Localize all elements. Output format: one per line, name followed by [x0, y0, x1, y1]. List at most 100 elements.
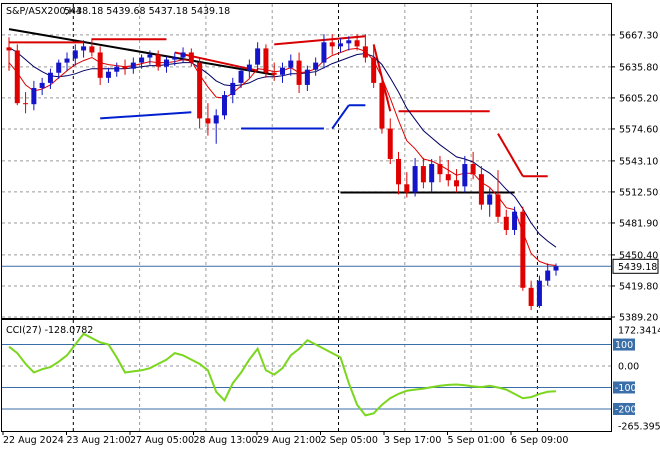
candle-body: [387, 128, 393, 159]
candle-body: [454, 180, 460, 187]
candle-body: [255, 48, 261, 65]
price-tick-label: 5481.90: [619, 218, 658, 229]
candle-body: [263, 48, 269, 73]
candle-body: [6, 47, 12, 51]
candle-body: [180, 52, 186, 58]
candle-body: [313, 62, 319, 70]
candle-body: [321, 42, 327, 63]
candle-body: [338, 43, 344, 47]
candle-body: [304, 69, 310, 85]
candle-body: [130, 62, 136, 69]
candle-body: [346, 40, 352, 44]
last-price-tag-box: [612, 258, 659, 274]
candle-body: [371, 57, 377, 83]
cci-level-tag-box: [613, 402, 635, 415]
support-stop-line: [331, 104, 350, 130]
price-tick-label: 5667.30: [619, 30, 658, 41]
price-tick-label: 5574.60: [619, 124, 658, 135]
candle-body: [404, 184, 410, 193]
trend-line: [8, 28, 275, 76]
time-tick-label: 29 Aug 21:00: [257, 435, 321, 446]
time-tick-label: 6 Sep 09:00: [511, 435, 568, 446]
candle-body: [246, 64, 252, 71]
candle-body: [89, 46, 95, 53]
resistance-stop-line: [174, 51, 258, 72]
candle-body: [288, 60, 294, 68]
candle-body: [329, 42, 335, 47]
resistance-stop-line: [274, 35, 366, 46]
time-tick-label: 2 Sep 05:00: [321, 435, 378, 446]
candle-body: [296, 60, 302, 85]
candle-body: [437, 164, 443, 175]
time-tick-label: 5 Sep 01:00: [448, 435, 505, 446]
candle-body: [230, 82, 236, 96]
candle-body: [553, 266, 559, 271]
price-chart-title: S&P/ASX200,H4: [6, 6, 82, 17]
price-tick-label: 5450.40: [619, 250, 658, 261]
candle-body: [221, 95, 227, 116]
time-tick-label: 3 Sep 17:00: [384, 435, 441, 446]
candle-body: [512, 211, 518, 230]
candle-body: [396, 158, 402, 185]
last-price-tag: 5439.18: [618, 262, 657, 273]
candle-body: [495, 194, 501, 217]
candle-body: [72, 50, 78, 59]
candle-body: [420, 166, 426, 183]
cci-line: [8, 332, 557, 417]
time-tick-label: 27 Aug 05:00: [130, 435, 194, 446]
cci-tick-label: 172.3414: [618, 326, 660, 337]
candle-body: [362, 46, 368, 58]
candle-body: [478, 174, 484, 205]
candle-body: [412, 166, 418, 193]
candle-body: [23, 103, 29, 105]
candle-body: [155, 54, 161, 67]
price-tick-label: 5635.80: [619, 62, 658, 73]
price-tick-label: 5512.50: [619, 187, 658, 198]
candle-body: [14, 50, 20, 104]
candle-body: [271, 72, 277, 75]
candle-body: [56, 62, 62, 73]
candle-body: [39, 82, 45, 88]
price-tick-label: 5419.80: [619, 281, 658, 292]
cci-tick-label: -200: [615, 404, 637, 415]
cci-tick-label: -100: [615, 383, 637, 394]
cci-indicator-label: CCI(27) -128.0782: [6, 325, 93, 336]
candle-body: [64, 58, 70, 63]
resistance-stop-line: [497, 133, 524, 177]
candle-body: [139, 57, 145, 63]
candle-body: [462, 164, 468, 187]
cci-tick-label: 100: [615, 340, 633, 351]
time-tick-label: 23 Aug 21:00: [67, 435, 131, 446]
price-tick-label: 5605.20: [619, 93, 658, 104]
cci-level-tag-box: [613, 338, 635, 351]
candle-body: [197, 62, 203, 119]
cci-tick-label: -265.3959: [618, 422, 660, 433]
time-axis: 22 Aug 2024 23 Aug 21:00 27 Aug 05:00 28 Au…: [2, 431, 568, 446]
candle-body: [172, 57, 178, 60]
candle-body: [205, 118, 211, 124]
candle-body: [114, 66, 120, 72]
candle-body: [445, 174, 451, 181]
candle-body: [354, 40, 360, 47]
candle-body: [105, 71, 111, 78]
candle-body: [379, 82, 385, 129]
candle-body: [31, 87, 37, 105]
candle-body: [238, 70, 244, 83]
price-tick-label: 5389.20: [619, 313, 658, 324]
cci-level-tag-box: [613, 381, 635, 394]
cci-panel: CCI(27) -128.0782 172.3414 100 0.00 -100 -20…: [1, 319, 660, 433]
ohlc-readout: 5438.18 5439.68 5437.18 5439.18: [64, 6, 230, 17]
price-tick-label: 5543.10: [619, 156, 658, 167]
candle-body: [280, 67, 285, 75]
candle-body: [188, 52, 194, 63]
candle-body: [429, 164, 435, 183]
candle-body: [536, 280, 542, 307]
support-stop-line: [100, 111, 192, 120]
candle-body: [97, 52, 103, 78]
candle-body: [213, 115, 219, 124]
candle-body: [122, 66, 128, 69]
candle-body: [545, 270, 551, 281]
cci-panel-frame: [1, 319, 612, 432]
cci-tick-label: 0.00: [618, 362, 639, 373]
